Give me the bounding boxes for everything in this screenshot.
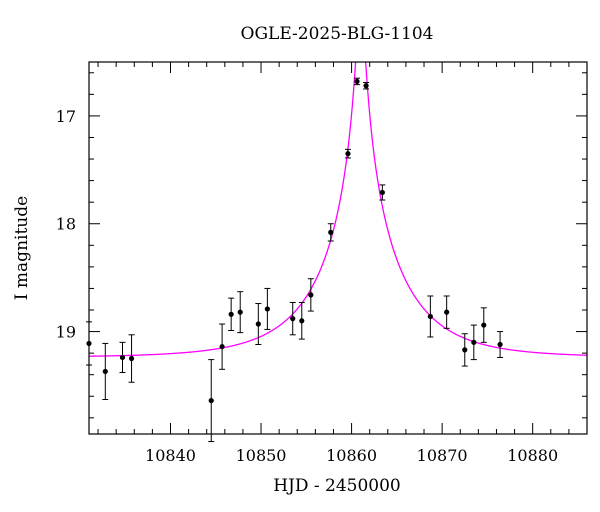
data-point bbox=[461, 333, 468, 367]
plot-frame bbox=[88, 61, 588, 435]
point-marker bbox=[119, 354, 126, 361]
chart-title: OGLE-2025-BLG-1104 bbox=[241, 24, 434, 44]
y-tick-label: 19 bbox=[56, 323, 76, 342]
point-marker bbox=[128, 355, 135, 362]
point-marker bbox=[497, 341, 503, 348]
data-point bbox=[480, 307, 487, 343]
point-marker bbox=[328, 229, 334, 235]
tick-labels: 10840 10850 10860 10870 10880 17 18 19 bbox=[56, 107, 558, 465]
point-marker bbox=[255, 321, 261, 327]
data-point bbox=[289, 301, 296, 336]
data-point bbox=[128, 334, 135, 383]
data-point bbox=[102, 342, 109, 400]
point-marker bbox=[264, 306, 270, 312]
data-point bbox=[470, 324, 477, 361]
y-tick-label: 17 bbox=[56, 107, 76, 126]
x-axis-label: HJD - 2450000 bbox=[273, 476, 401, 496]
point-marker bbox=[228, 311, 234, 317]
data-point bbox=[497, 331, 504, 358]
point-marker bbox=[363, 83, 369, 89]
data-point bbox=[237, 291, 244, 334]
point-marker bbox=[354, 78, 360, 85]
point-marker bbox=[481, 322, 487, 328]
point-marker bbox=[290, 316, 296, 322]
point-marker bbox=[462, 347, 468, 353]
y-tick-label: 18 bbox=[56, 215, 76, 234]
data-points bbox=[86, 77, 504, 443]
model-curve bbox=[89, 62, 587, 357]
point-marker bbox=[345, 151, 351, 157]
data-point bbox=[307, 278, 314, 312]
data-point bbox=[228, 297, 235, 331]
data-point bbox=[443, 295, 450, 329]
x-tick-label: 10880 bbox=[507, 446, 558, 465]
point-marker bbox=[444, 309, 450, 315]
data-point bbox=[354, 77, 361, 86]
point-marker bbox=[299, 318, 305, 324]
point-marker bbox=[237, 309, 243, 315]
point-marker bbox=[219, 344, 225, 350]
data-point bbox=[379, 184, 386, 201]
data-point bbox=[264, 287, 271, 330]
point-marker bbox=[102, 368, 108, 375]
x-tick-label: 10840 bbox=[145, 446, 196, 465]
point-marker bbox=[379, 189, 385, 196]
point-marker bbox=[208, 397, 214, 404]
data-point bbox=[119, 341, 126, 374]
data-point bbox=[208, 359, 215, 443]
y-axis-label: I magnitude bbox=[12, 196, 32, 300]
point-marker bbox=[308, 292, 314, 298]
data-point bbox=[298, 301, 305, 340]
x-tick-label: 10860 bbox=[326, 446, 377, 465]
model-layer bbox=[89, 62, 587, 357]
axis-ticks bbox=[89, 62, 588, 434]
x-tick-label: 10850 bbox=[236, 446, 287, 465]
x-tick-label: 10870 bbox=[417, 446, 468, 465]
data-point bbox=[363, 81, 370, 90]
point-marker bbox=[471, 339, 477, 345]
data-point bbox=[327, 223, 334, 242]
data-point bbox=[255, 303, 262, 346]
point-marker bbox=[427, 313, 433, 320]
data-point bbox=[344, 148, 351, 159]
plot-area bbox=[86, 61, 588, 443]
data-point bbox=[427, 295, 434, 338]
data-point bbox=[219, 323, 226, 370]
